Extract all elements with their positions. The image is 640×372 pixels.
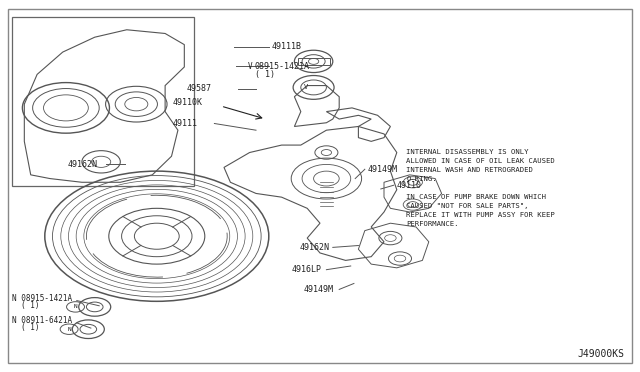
Bar: [298, 58, 330, 65]
Text: V: V: [304, 84, 308, 90]
Text: N 08915-1421A: N 08915-1421A: [12, 294, 72, 303]
Text: N: N: [74, 304, 77, 310]
Text: ( 1): ( 1): [21, 301, 40, 310]
Text: INTERNAL DISASSEMBLY IS ONLY
ALLOWED IN CASE OF OIL LEAK CAUSED
INTERNAL WASH AN: INTERNAL DISASSEMBLY IS ONLY ALLOWED IN …: [406, 149, 555, 227]
Text: 49162N: 49162N: [300, 243, 330, 252]
Text: 49162N: 49162N: [67, 160, 97, 169]
Text: ( 1): ( 1): [255, 70, 275, 79]
Text: N 08911-6421A: N 08911-6421A: [12, 316, 72, 325]
Text: N: N: [67, 327, 71, 332]
Text: 08915-1421A: 08915-1421A: [255, 62, 310, 71]
Text: V: V: [248, 62, 252, 71]
Text: 49149M: 49149M: [368, 165, 398, 174]
Text: 49149M: 49149M: [304, 285, 334, 294]
Text: 49111B: 49111B: [272, 42, 302, 51]
Text: 4916LP: 4916LP: [291, 265, 321, 274]
Text: 49110K: 49110K: [173, 98, 203, 107]
Text: 49587: 49587: [186, 84, 211, 93]
Text: J49000KS: J49000KS: [577, 349, 624, 359]
Text: ( 1): ( 1): [21, 323, 40, 332]
Bar: [12, 17, 194, 186]
Text: 49110: 49110: [397, 181, 422, 190]
Text: 49111: 49111: [173, 119, 198, 128]
